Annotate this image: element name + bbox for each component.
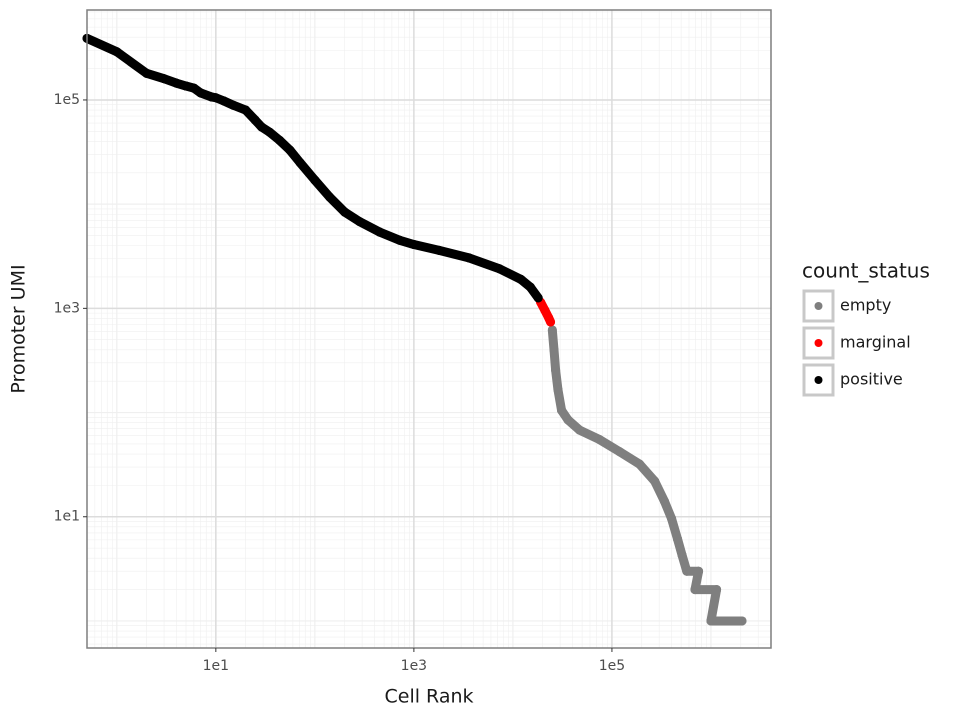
point-trace xyxy=(464,253,504,274)
y-tick-label: 1e3 xyxy=(54,300,80,316)
x-tick-label: 1e3 xyxy=(401,658,427,674)
x-axis-title: Cell Rank xyxy=(384,686,473,708)
legend-title: count_status xyxy=(802,259,930,283)
x-tick-label: 1e1 xyxy=(203,658,229,674)
x-tick-label: 1e5 xyxy=(599,658,625,674)
y-tick-label: 1e1 xyxy=(54,509,80,525)
legend-marker xyxy=(814,339,823,347)
point-trace xyxy=(544,313,556,327)
point-trace xyxy=(434,245,474,263)
legend-label: empty xyxy=(840,296,891,315)
legend-marker xyxy=(814,302,823,310)
panel-border xyxy=(86,9,772,649)
point-trace xyxy=(525,282,543,303)
y-tick-label: 1e5 xyxy=(54,92,80,108)
point-trace xyxy=(706,585,722,626)
point-trace xyxy=(82,33,122,57)
panel xyxy=(87,10,771,648)
point-trace xyxy=(112,47,152,78)
legend-marker xyxy=(814,376,823,384)
y-axis-title: Promoter UMI xyxy=(8,264,30,393)
legend-label: positive xyxy=(840,370,903,389)
legend-label: marginal xyxy=(840,333,911,352)
